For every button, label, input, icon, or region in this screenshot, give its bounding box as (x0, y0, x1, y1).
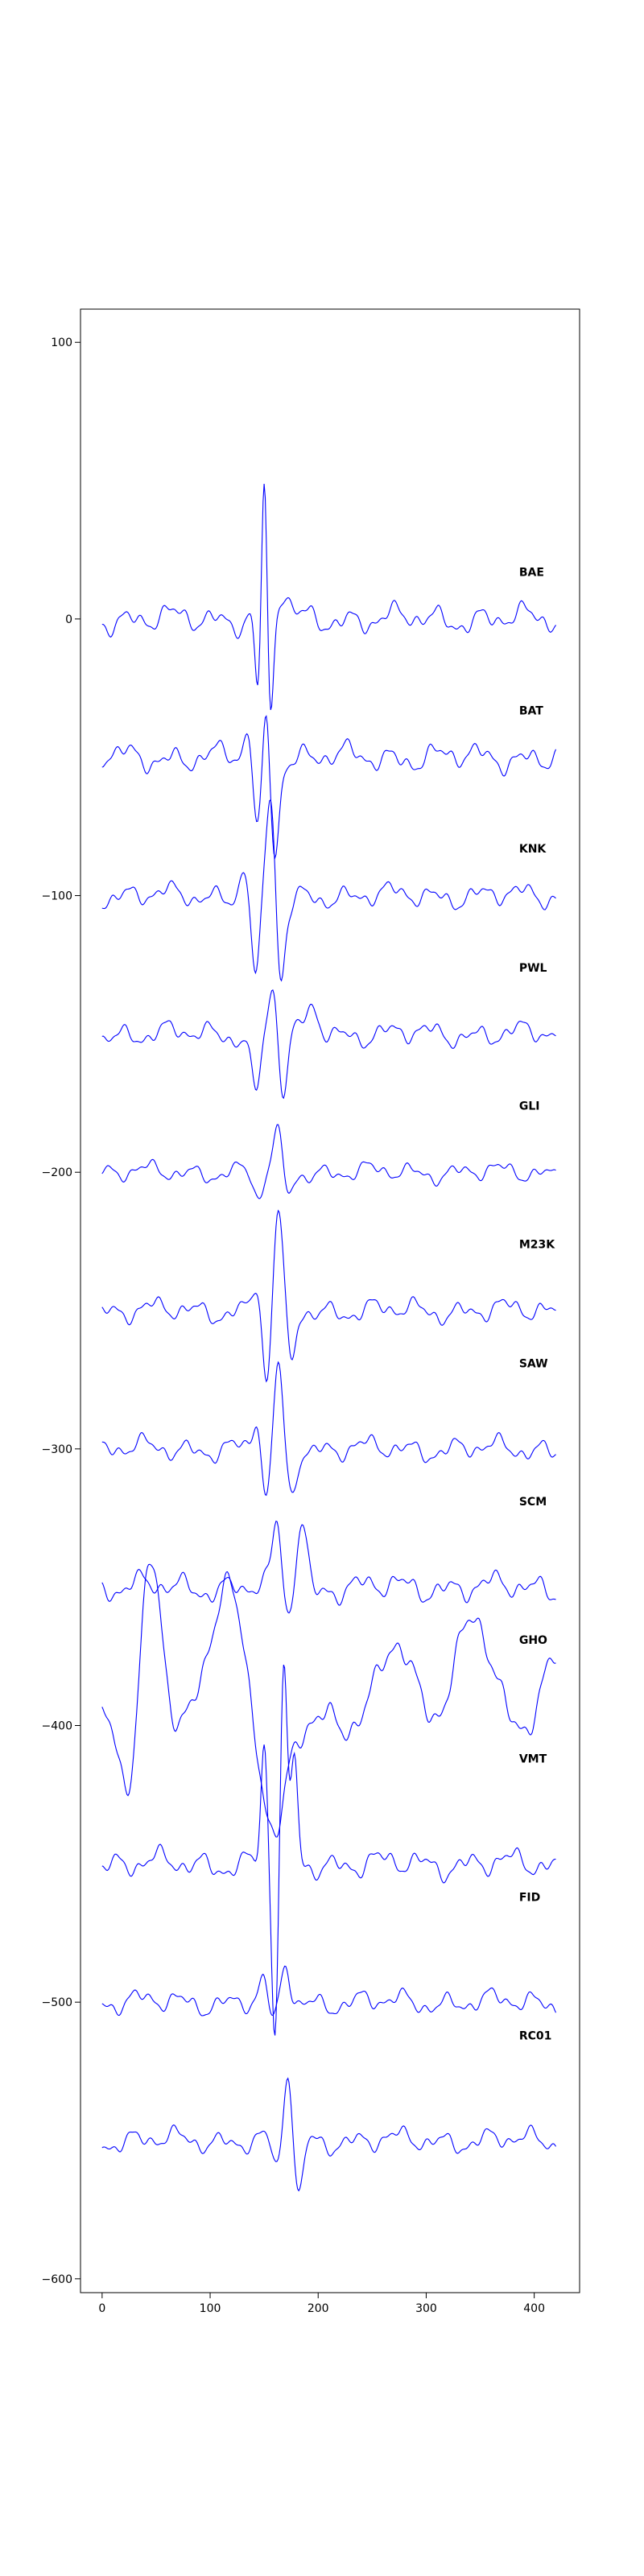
station-label-rc01: RC01 (519, 2029, 552, 2042)
trace-bat (101, 715, 557, 860)
y-tick-label: −300 (42, 1443, 72, 1456)
y-tick-label: −200 (42, 1166, 72, 1179)
station-label-scm: SCM (519, 1496, 547, 1509)
trace-fid (101, 1965, 557, 2017)
trace-bae (101, 483, 556, 710)
trace-gho (101, 1563, 556, 1838)
station-label-bae: BAE (519, 566, 544, 579)
x-tick-label: 100 (200, 2302, 221, 2315)
station-label-knk: KNK (519, 843, 547, 856)
y-tick-label: −100 (42, 890, 72, 903)
station-label-saw: SAW (519, 1357, 548, 1370)
trace-scm (101, 1520, 556, 1614)
station-label-fid: FID (519, 1892, 540, 1905)
trace-pwl (101, 989, 556, 1100)
station-label-m23k: M23K (519, 1239, 555, 1252)
trace-gli (101, 1124, 556, 1199)
station-label-bat: BAT (519, 704, 543, 717)
x-tick-label: 300 (415, 2302, 437, 2315)
trace-vmt (101, 1664, 556, 2036)
trace-saw (101, 1360, 556, 1496)
plot-area (80, 308, 580, 2293)
trace-knk (101, 799, 556, 982)
x-tick-label: 0 (98, 2302, 105, 2315)
y-tick-label: −400 (42, 1720, 72, 1733)
station-labels: BAE BAT KNK PWL GLI M23K SAW SCM GHO VMT FID RC01 (519, 566, 555, 2042)
y-tick-label: 100 (51, 336, 72, 349)
station-label-gli: GLI (519, 1100, 540, 1113)
x-tick-label: 400 (523, 2302, 545, 2315)
station-label-vmt: VMT (519, 1753, 547, 1766)
y-tick-label: −500 (42, 1996, 72, 2009)
waveform-traces (101, 483, 557, 2192)
trace-m23k (101, 1209, 556, 1383)
y-axis: 100 0 −100 −200 −300 −400 −500 −600 (42, 336, 80, 2286)
x-axis: 0 100 200 300 400 (98, 2293, 545, 2315)
x-tick-label: 200 (308, 2302, 329, 2315)
y-tick-label: −600 (42, 2273, 72, 2286)
trace-rc01 (101, 2077, 556, 2192)
station-label-gho: GHO (519, 1634, 547, 1647)
station-label-pwl: PWL (519, 962, 547, 975)
y-tick-label: 0 (65, 613, 72, 626)
